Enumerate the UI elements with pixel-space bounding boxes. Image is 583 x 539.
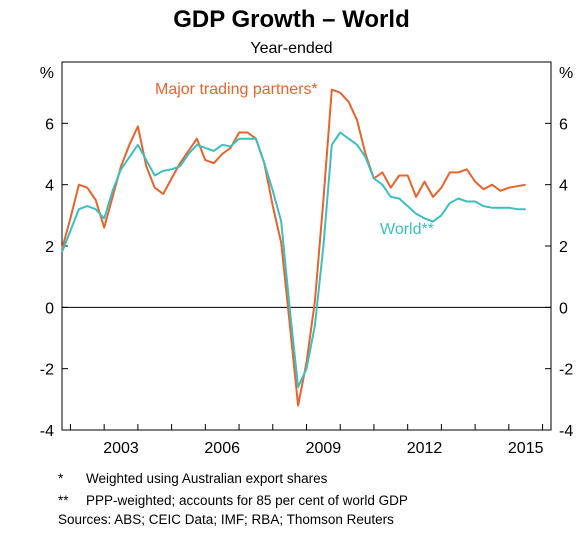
y-tick-label-left: 0: [45, 300, 54, 317]
sources-note: Sources: ABS; CEIC Data; IMF; RBA; Thoms…: [58, 512, 394, 527]
y-tick-label-left: -4: [40, 423, 54, 440]
y-tick-label-right: 0: [559, 300, 568, 317]
y-unit-right: %: [559, 65, 573, 82]
x-tick-label: 2003: [103, 440, 139, 457]
footnotes: * Weighted using Australian export share…: [58, 468, 408, 512]
y-tick-label-left: 4: [45, 178, 54, 195]
y-tick-label-right: -4: [559, 423, 573, 440]
footnote-2-text: PPP-weighted; accounts for 85 per cent o…: [86, 493, 408, 508]
series-world-line: [61, 131, 526, 389]
x-tick-label: 2012: [407, 440, 443, 457]
footnote-1-text: Weighted using Australian export shares: [86, 471, 328, 486]
footnote-2: ** PPP-weighted; accounts for 85 per cen…: [58, 490, 408, 512]
y-tick-label-left: 6: [45, 116, 54, 133]
chart-title: GDP Growth – World: [173, 6, 410, 33]
chart-subtitle: Year-ended: [250, 40, 333, 57]
series-major-trading-partners-line: [61, 88, 526, 407]
footnote-2-mark: **: [58, 493, 69, 508]
series-label-world: World**: [380, 221, 434, 238]
footnote-1: * Weighted using Australian export share…: [58, 468, 408, 490]
y-tick-label-right: 4: [559, 178, 568, 195]
y-unit-left: %: [40, 65, 54, 82]
y-tick-label-left: 2: [45, 239, 54, 256]
y-tick-label-right: 2: [559, 239, 568, 256]
footnote-1-mark: *: [58, 471, 64, 486]
plot-frame: [61, 61, 552, 431]
x-tick-label: 2015: [508, 440, 544, 457]
y-tick-label-left: -2: [40, 362, 54, 379]
x-tick-label: 2009: [306, 440, 342, 457]
series-label-major-trading-partners: Major trading partners*: [155, 81, 318, 98]
y-tick-label-right: -2: [559, 362, 573, 379]
x-tick-label: 2006: [204, 440, 240, 457]
chart-area: -4 -4 -2 -2 0 0 2 2 4 4 6 6% % 2003 2006 2009 2012 2015 Ma…: [40, 61, 573, 457]
y-tick-label-right: 6: [559, 116, 568, 133]
